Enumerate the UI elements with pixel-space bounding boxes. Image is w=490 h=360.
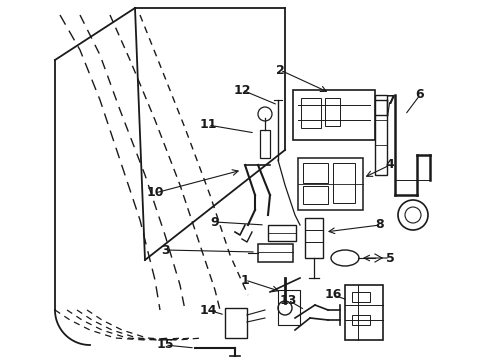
Text: 10: 10	[146, 186, 164, 199]
Text: 9: 9	[211, 216, 220, 229]
Bar	[325, 98, 340, 126]
Text: 8: 8	[376, 219, 384, 231]
Text: 11: 11	[199, 118, 217, 131]
Bar	[260, 130, 270, 158]
Bar	[352, 315, 370, 325]
Bar	[345, 285, 383, 340]
Bar	[268, 225, 296, 241]
Text: 14: 14	[199, 303, 217, 316]
Text: 16: 16	[324, 288, 342, 302]
Text: 3: 3	[161, 243, 170, 256]
Text: 5: 5	[386, 252, 394, 265]
Bar	[293, 90, 375, 140]
Text: 1: 1	[241, 274, 249, 287]
Bar	[258, 244, 293, 262]
Bar	[303, 163, 328, 183]
Text: 13: 13	[279, 293, 296, 306]
Text: 7: 7	[386, 94, 394, 107]
Bar	[225, 308, 247, 338]
Text: 4: 4	[386, 158, 394, 171]
Text: 2: 2	[275, 63, 284, 77]
Text: 12: 12	[233, 84, 251, 96]
Bar	[301, 98, 321, 128]
Bar	[375, 95, 387, 175]
Text: 15: 15	[156, 338, 174, 351]
Bar	[298, 158, 363, 210]
Text: 6: 6	[416, 89, 424, 102]
Bar	[333, 163, 355, 203]
Bar	[303, 186, 328, 204]
Bar	[278, 290, 300, 325]
Bar	[352, 292, 370, 302]
Bar	[305, 218, 323, 258]
